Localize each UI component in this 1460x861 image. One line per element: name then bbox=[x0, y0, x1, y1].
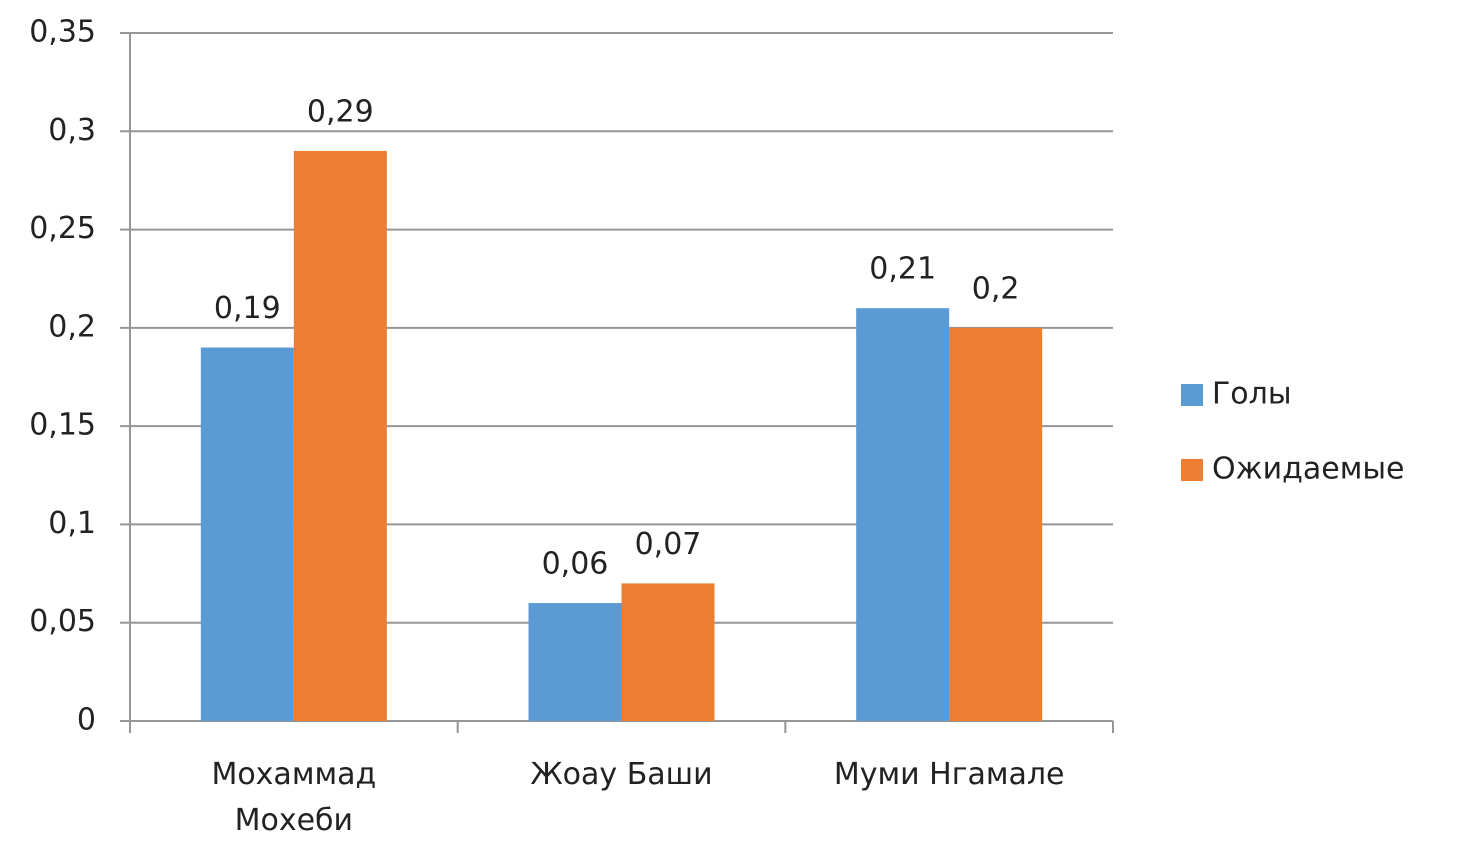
value-label: 0,19 bbox=[214, 291, 281, 326]
legend-label: Голы bbox=[1212, 377, 1292, 412]
legend-swatch bbox=[1181, 384, 1203, 406]
y-tick-label: 0,2 bbox=[48, 309, 96, 344]
x-tick-label: Жоау Баши bbox=[530, 757, 713, 792]
value-label: 0,21 bbox=[869, 252, 936, 287]
y-tick-label: 0,1 bbox=[48, 506, 96, 541]
bar bbox=[856, 308, 950, 721]
bar bbox=[528, 603, 622, 721]
legend-swatch bbox=[1181, 459, 1203, 481]
y-tick-label: 0,25 bbox=[29, 211, 96, 246]
value-label: 0,29 bbox=[307, 94, 374, 129]
value-label: 0,2 bbox=[972, 271, 1020, 306]
bar bbox=[293, 150, 387, 721]
y-tick-label: 0,35 bbox=[29, 15, 96, 50]
value-label: 0,07 bbox=[635, 527, 702, 562]
x-tick-label: Мохаммад Мохеби bbox=[211, 757, 377, 838]
legend-label: Ожидаемые bbox=[1212, 452, 1405, 487]
y-tick-label: 0,05 bbox=[29, 604, 96, 639]
y-tick-label: 0,15 bbox=[29, 408, 96, 443]
bar bbox=[200, 347, 294, 721]
value-label: 0,06 bbox=[542, 547, 609, 582]
bar bbox=[949, 327, 1043, 721]
x-tick-label: Муми Нгамале bbox=[833, 757, 1065, 792]
bar bbox=[621, 583, 715, 721]
y-tick-label: 0,3 bbox=[48, 113, 96, 148]
y-tick-label: 0 bbox=[77, 703, 96, 738]
